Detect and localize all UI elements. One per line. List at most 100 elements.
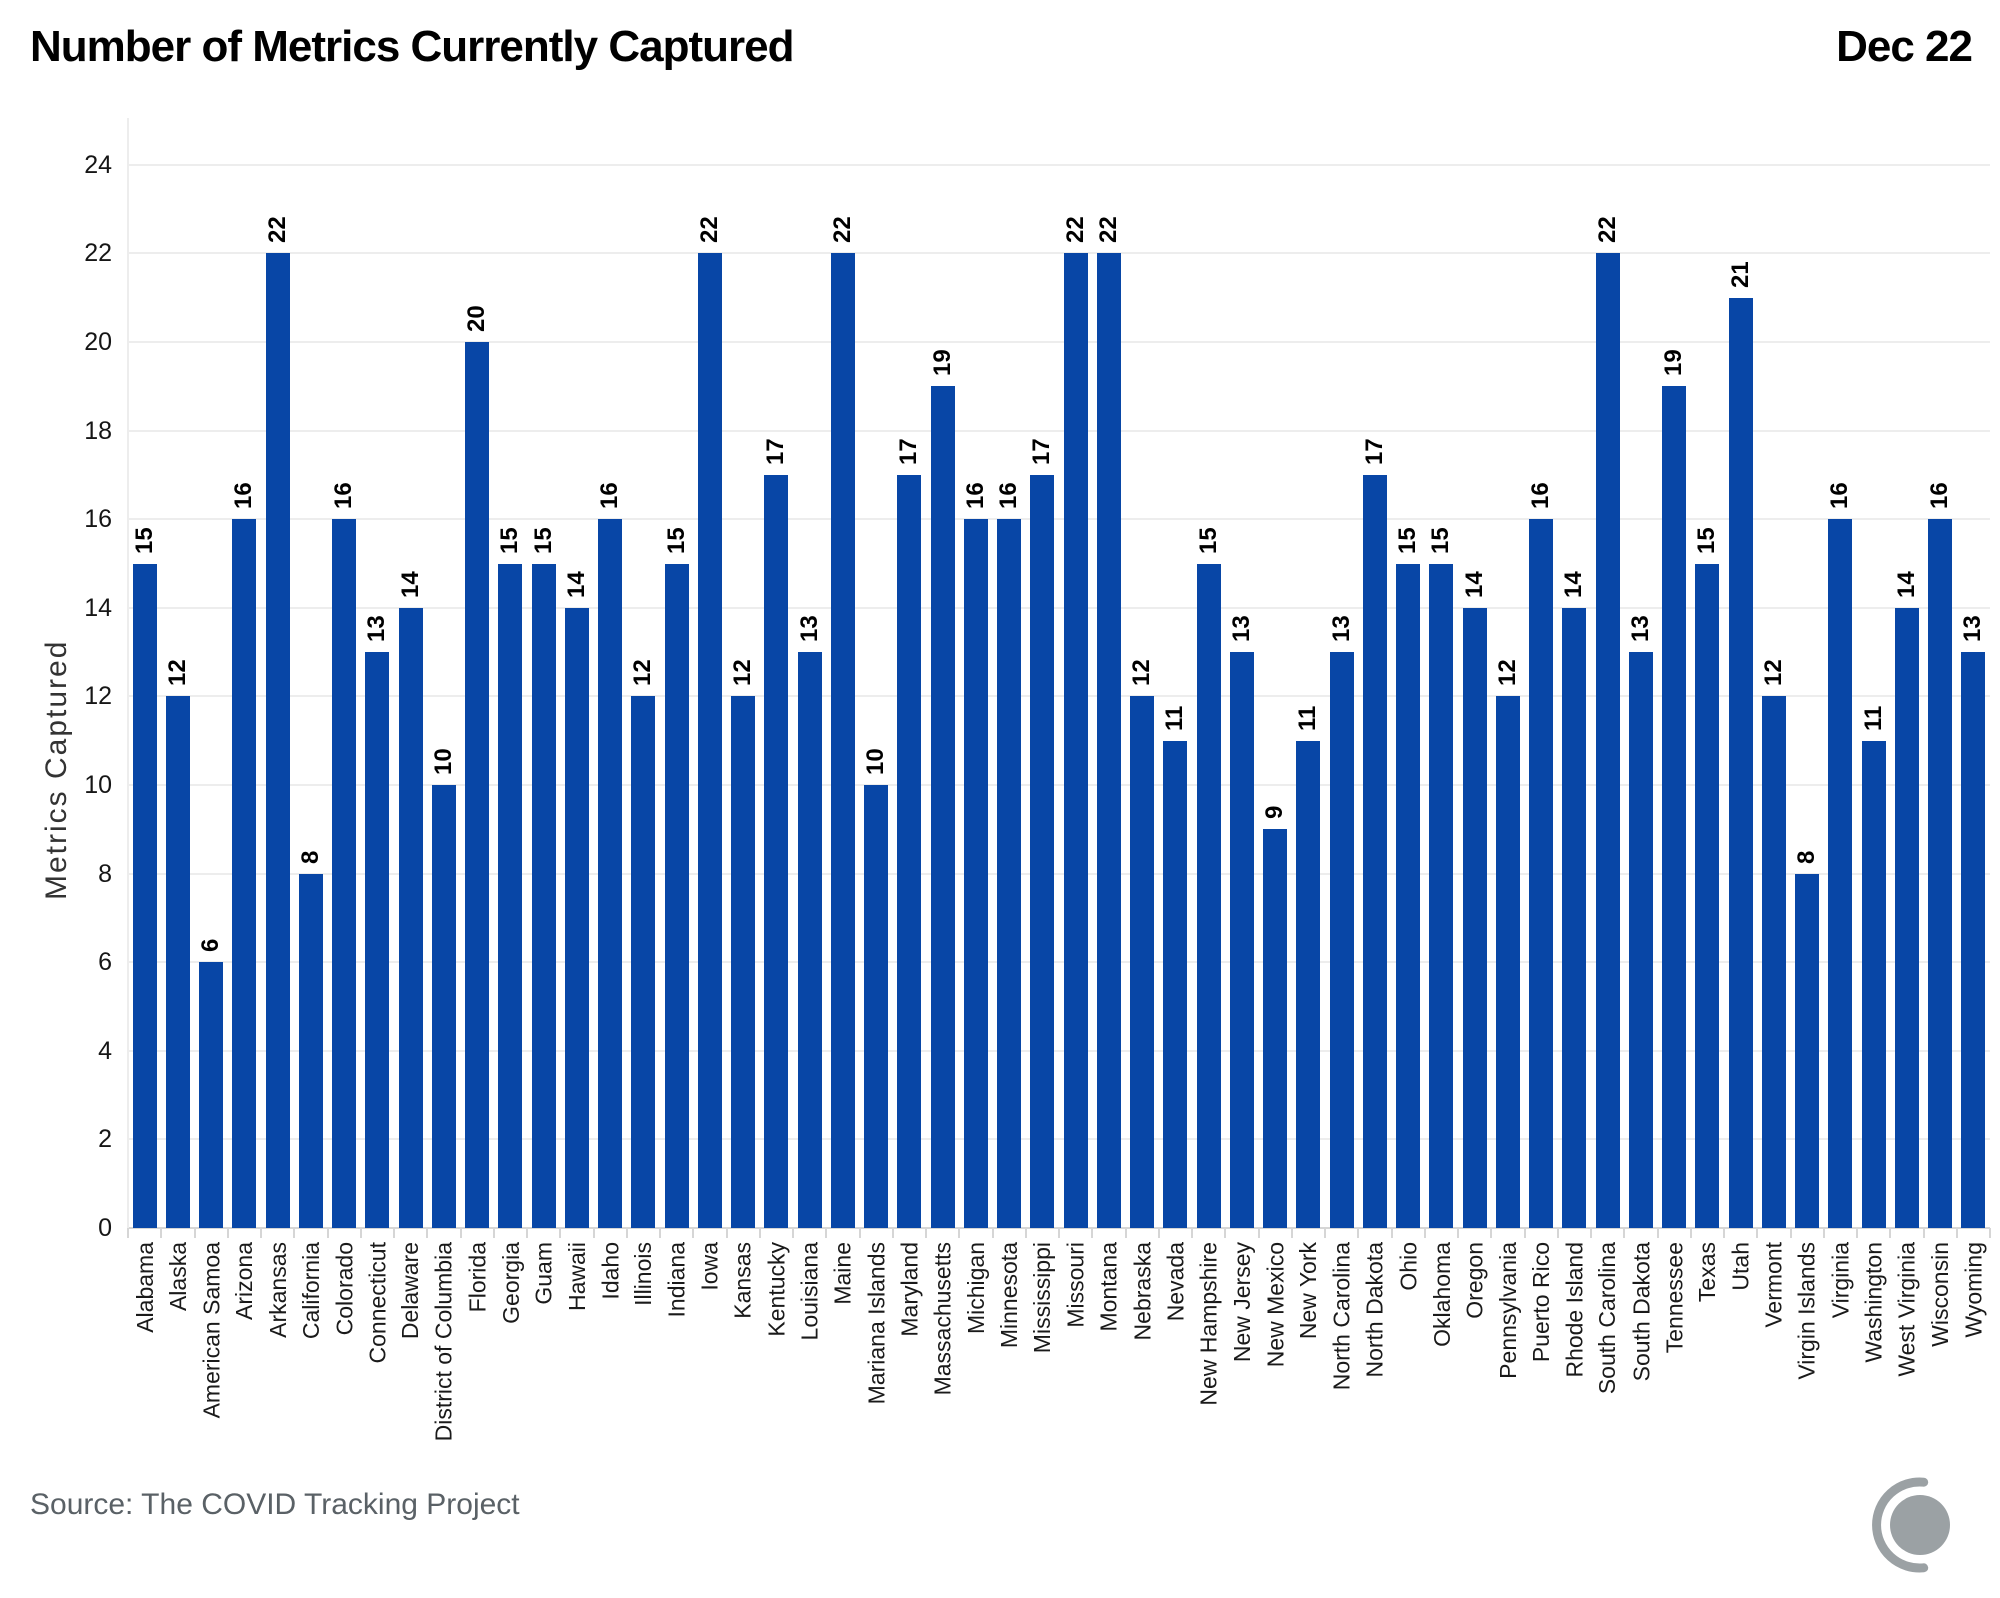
logo-dot [1890, 1495, 1950, 1555]
x-axis-label: Maryland [896, 1242, 923, 1337]
x-axis-label: Ohio [1395, 1242, 1422, 1291]
bar [365, 652, 390, 1228]
bar [1263, 829, 1288, 1228]
bar [1063, 253, 1088, 1228]
bar-value-label: 11 [1859, 705, 1887, 731]
x-axis-label: Louisiana [796, 1242, 823, 1341]
bar-value-label: 12 [1493, 659, 1521, 687]
bar-value-label: 8 [296, 850, 324, 864]
x-axis-label: Kansas [730, 1242, 757, 1319]
x-axis-label: Minnesota [996, 1242, 1023, 1349]
bar [1296, 740, 1321, 1228]
x-axis-tick [1490, 1228, 1493, 1238]
bar-value-label: 13 [1227, 615, 1255, 643]
x-axis-label: Virginia [1827, 1242, 1854, 1319]
bar-value-label: 14 [1560, 571, 1588, 598]
x-axis-tick [792, 1228, 794, 1238]
x-axis-label: Utah [1727, 1242, 1754, 1291]
bar [897, 474, 922, 1228]
x-axis-tick [526, 1228, 528, 1238]
bar-value-label: 15 [496, 526, 524, 554]
y-axis-line [127, 118, 129, 1228]
bar [1928, 519, 1953, 1228]
x-axis-tick [426, 1228, 429, 1238]
bar-value-label: 17 [762, 438, 790, 465]
bar-value-label: 19 [1660, 349, 1688, 377]
bar [298, 873, 323, 1228]
x-axis-tick [1623, 1228, 1626, 1238]
bar-value-label: 12 [629, 659, 657, 687]
bar [1462, 607, 1487, 1228]
x-axis-tick [1357, 1228, 1360, 1238]
bar [465, 342, 490, 1228]
x-axis-label: Mariana Islands [863, 1242, 890, 1405]
bar [664, 563, 689, 1228]
bar-value-label: 16 [596, 482, 624, 510]
x-axis-tick [1191, 1228, 1193, 1238]
bar-value-label: 21 [1726, 260, 1754, 288]
bar [265, 253, 290, 1228]
x-axis-tick [1024, 1228, 1027, 1238]
bar-value-label: 16 [1826, 482, 1854, 510]
x-axis-tick [1257, 1228, 1260, 1238]
x-axis-label: Alaska [164, 1242, 191, 1312]
x-axis-label: Vermont [1760, 1242, 1787, 1328]
bar-value-label: 17 [1360, 438, 1388, 465]
bar-value-label: 12 [1759, 659, 1787, 687]
x-axis-label: American Samoa [198, 1242, 225, 1419]
bar [1429, 563, 1454, 1228]
bar-value-label: 14 [396, 571, 424, 598]
y-axis-tick-label: 14 [84, 593, 112, 622]
x-axis-tick [1955, 1228, 1958, 1238]
x-axis-label: Georgia [497, 1242, 524, 1324]
bar-value-label: 15 [130, 526, 158, 554]
y-axis-tick-label: 8 [98, 859, 112, 888]
x-axis-tick [193, 1228, 196, 1238]
x-axis-label: New York [1295, 1242, 1322, 1340]
x-axis-label: Hawaii [563, 1242, 590, 1312]
bar [498, 563, 523, 1228]
x-axis-tick [1822, 1228, 1825, 1238]
bar-value-label: 10 [862, 748, 890, 775]
gridline [128, 961, 1990, 964]
x-axis-tick [1457, 1228, 1459, 1238]
bar [697, 253, 722, 1228]
bar-value-label: 14 [1460, 571, 1488, 598]
bar [631, 696, 656, 1228]
bar [1529, 519, 1554, 1228]
gridline [128, 163, 1990, 166]
logo-arc [1872, 1477, 1929, 1573]
bar-value-label: 11 [1294, 705, 1322, 731]
x-axis-label: Rhode Island [1561, 1242, 1588, 1378]
x-axis-label: Colorado [331, 1242, 358, 1336]
bar-value-label: 13 [795, 615, 823, 643]
bar [1163, 740, 1188, 1228]
x-axis-label: Puerto Rico [1528, 1242, 1555, 1363]
x-axis-tick [1689, 1228, 1692, 1238]
x-axis-label: Arizona [231, 1242, 258, 1320]
bar [598, 519, 623, 1228]
x-axis-tick [991, 1228, 994, 1238]
x-axis-tick [1656, 1228, 1659, 1238]
x-axis-label: Indiana [663, 1242, 690, 1318]
x-axis-tick [492, 1228, 495, 1238]
x-axis-tick [1290, 1228, 1293, 1238]
bar [1229, 652, 1254, 1228]
bar-value-label: 12 [163, 659, 191, 687]
x-axis-label: Massachusetts [929, 1242, 956, 1396]
x-axis-tick [925, 1228, 927, 1238]
x-axis-tick [1922, 1228, 1925, 1238]
x-axis-label: California [297, 1242, 324, 1340]
x-axis-label: North Carolina [1328, 1242, 1355, 1391]
bar-value-label: 15 [529, 526, 557, 554]
x-axis-label: Oklahoma [1428, 1242, 1455, 1347]
x-axis-tick [858, 1228, 861, 1238]
bar [1795, 873, 1820, 1228]
x-axis-tick [1756, 1228, 1759, 1238]
bar-value-label: 20 [463, 305, 491, 332]
bar [1562, 607, 1587, 1228]
x-axis-tick [226, 1228, 229, 1238]
bar [398, 607, 423, 1228]
x-axis-label: Wisconsin [1927, 1242, 1954, 1347]
